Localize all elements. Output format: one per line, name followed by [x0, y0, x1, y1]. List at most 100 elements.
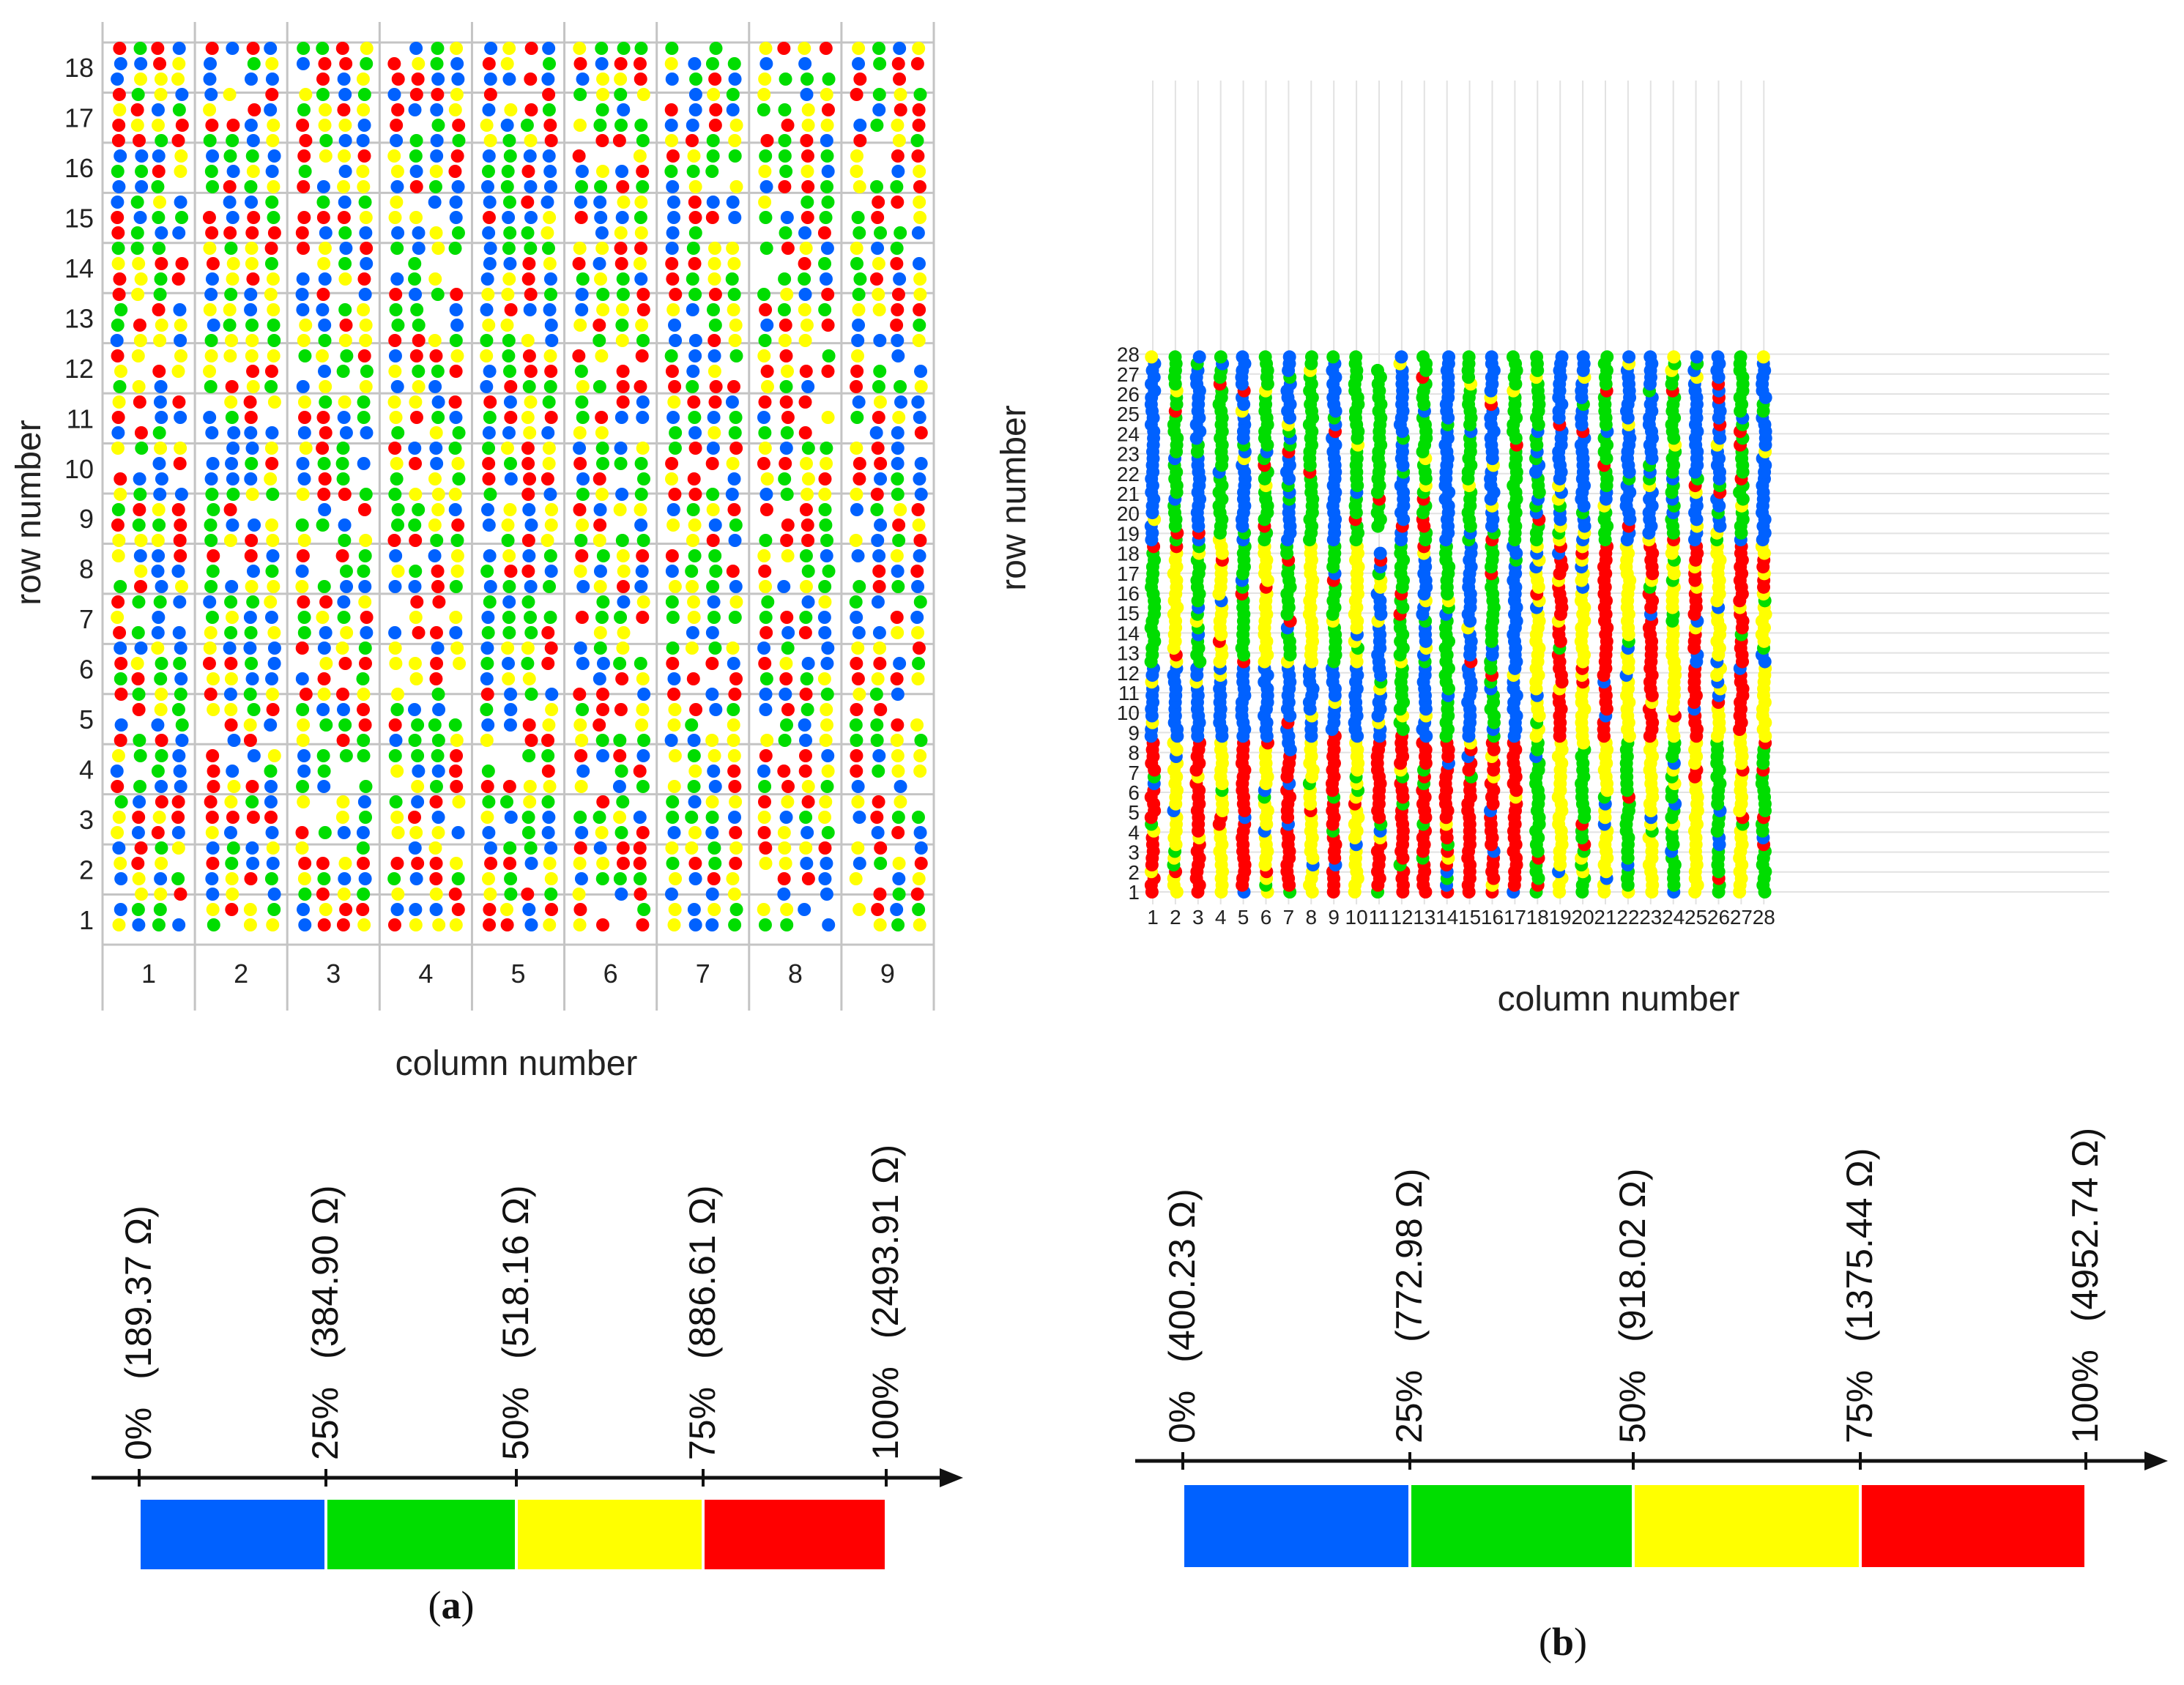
measurement-point — [336, 734, 350, 747]
measurement-point — [891, 580, 905, 593]
measurement-point — [391, 319, 405, 332]
measurement-point — [480, 380, 494, 393]
measurement-point — [225, 872, 239, 885]
measurement-point — [523, 149, 537, 163]
measurement-point — [594, 211, 608, 224]
measurement-point — [801, 657, 815, 670]
measurement-point — [155, 688, 168, 701]
measurement-point — [872, 303, 886, 316]
measurement-point — [666, 303, 680, 316]
measurement-point — [154, 872, 168, 885]
measurement-point — [817, 672, 831, 685]
measurement-point — [131, 857, 145, 870]
measurement-point — [206, 257, 220, 270]
measurement-point — [891, 749, 905, 762]
measurement-point — [174, 549, 187, 562]
measurement-point — [576, 657, 590, 670]
scale-tick-percent: 75% — [682, 1387, 723, 1460]
measurement-point — [483, 580, 497, 593]
y-tick-label: 13 — [64, 303, 94, 333]
measurement-point — [225, 580, 239, 593]
measurement-point — [297, 595, 311, 609]
measurement-point — [524, 103, 538, 116]
measurement-point — [267, 319, 281, 332]
measurement-point — [336, 472, 350, 486]
measurement-point — [390, 472, 404, 486]
measurement-point — [480, 349, 494, 362]
measurement-point — [481, 718, 495, 732]
measurement-point — [613, 872, 627, 885]
measurement-point — [243, 611, 257, 624]
measurement-point — [872, 288, 885, 301]
measurement-point — [389, 303, 403, 316]
measurement-point — [911, 503, 925, 516]
measurement-point — [430, 149, 444, 163]
measurement-point — [665, 565, 679, 578]
measurement-point — [431, 826, 445, 839]
measurement-point — [389, 795, 403, 808]
measurement-point — [316, 288, 330, 301]
measurement-point — [850, 165, 863, 178]
measurement-point — [335, 457, 349, 470]
measurement-point — [574, 365, 588, 378]
measurement-point — [265, 826, 279, 839]
measurement-point — [801, 380, 815, 393]
measurement-point — [757, 549, 771, 562]
measurement-point — [595, 226, 609, 239]
measurement-point — [315, 349, 329, 362]
panel-b-x-axis-title: column number — [1498, 980, 1740, 1019]
measurement-point — [818, 626, 832, 639]
measurement-point — [595, 872, 609, 885]
measurement-point — [891, 165, 905, 178]
measurement-point — [636, 703, 650, 716]
x-tick-label: 12 — [1390, 906, 1413, 929]
measurement-point — [870, 718, 884, 732]
measurement-point — [1168, 350, 1182, 364]
measurement-point — [264, 472, 278, 486]
measurement-point — [852, 626, 866, 639]
measurement-point — [246, 42, 260, 55]
measurement-point — [243, 903, 257, 916]
measurement-point — [319, 149, 333, 163]
measurement-point — [266, 918, 280, 931]
measurement-point — [501, 165, 515, 178]
measurement-point — [152, 242, 166, 255]
measurement-point — [688, 795, 702, 808]
measurement-point — [245, 149, 259, 163]
measurement-point — [266, 549, 280, 562]
measurement-point — [576, 703, 590, 716]
measurement-point — [872, 565, 886, 578]
measurement-point — [224, 242, 238, 255]
measurement-point — [573, 811, 587, 824]
measurement-point — [727, 749, 741, 762]
measurement-point — [112, 918, 126, 931]
measurement-point — [759, 211, 773, 224]
measurement-point — [687, 903, 701, 916]
measurement-point — [575, 826, 589, 839]
measurement-point — [757, 88, 771, 101]
measurement-point — [226, 119, 240, 132]
y-tick-label: 10 — [1117, 702, 1140, 724]
measurement-point — [524, 134, 538, 147]
measurement-point — [297, 718, 311, 732]
measurement-point — [175, 119, 189, 132]
measurement-point — [295, 826, 309, 839]
measurement-point — [318, 826, 332, 839]
measurement-point — [634, 242, 648, 255]
measurement-point — [388, 580, 402, 593]
measurement-point — [246, 380, 260, 393]
measurement-point — [155, 841, 168, 855]
measurement-point — [686, 626, 699, 639]
measurement-point — [636, 918, 650, 931]
measurement-point — [891, 442, 905, 455]
x-tick-label: 19 — [1549, 906, 1572, 929]
measurement-point — [391, 826, 405, 839]
measurement-point — [821, 196, 835, 209]
measurement-point — [223, 534, 237, 547]
measurement-point — [267, 119, 281, 132]
y-tick-label: 17 — [1117, 562, 1140, 585]
measurement-point — [617, 595, 631, 609]
measurement-point — [480, 657, 494, 670]
measurement-point — [913, 303, 926, 316]
measurement-point — [357, 888, 371, 901]
